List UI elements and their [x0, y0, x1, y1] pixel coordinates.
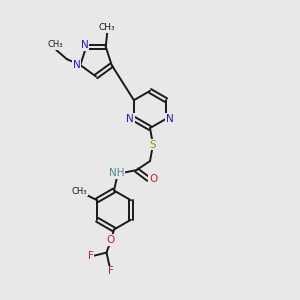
- Text: F: F: [108, 266, 114, 277]
- Text: CH₃: CH₃: [47, 40, 63, 49]
- Text: CH₃: CH₃: [72, 187, 88, 196]
- Text: S: S: [150, 140, 156, 150]
- Text: O: O: [149, 174, 157, 184]
- Text: N: N: [126, 114, 134, 124]
- Text: N: N: [81, 40, 89, 50]
- Text: NH: NH: [109, 168, 125, 178]
- Text: O: O: [107, 235, 115, 245]
- Text: N: N: [166, 114, 174, 124]
- Text: CH₃: CH₃: [99, 23, 116, 32]
- Text: F: F: [88, 250, 94, 261]
- Text: N: N: [73, 60, 81, 70]
